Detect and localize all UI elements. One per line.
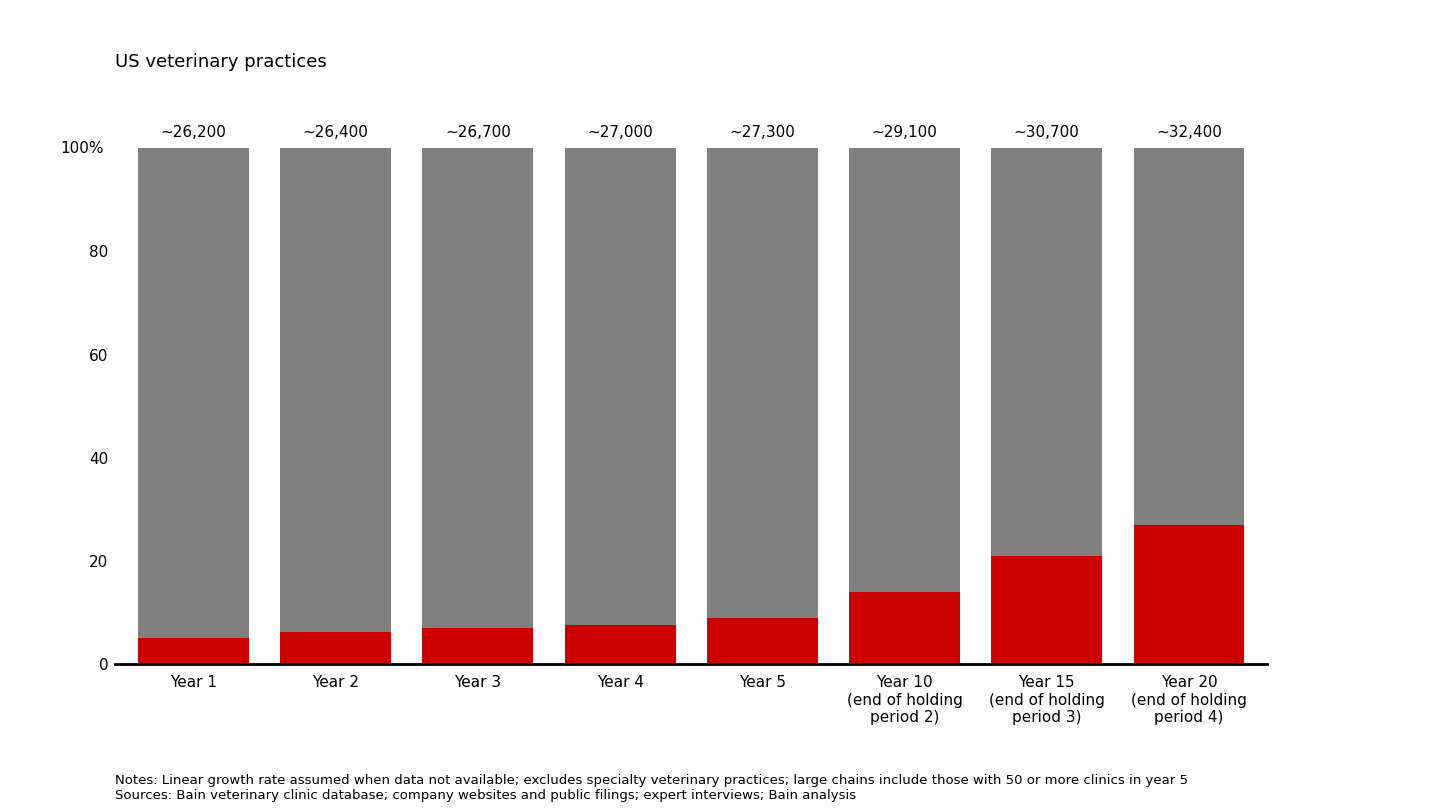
Bar	[564, 625, 675, 664]
Bar	[1133, 148, 1244, 525]
Bar	[850, 592, 960, 664]
Bar	[850, 148, 960, 592]
Bar	[991, 556, 1102, 664]
Text: Large
chains: Large chains	[1247, 579, 1292, 610]
Bar	[991, 148, 1102, 556]
Bar	[138, 148, 249, 638]
Text: US veterinary practices: US veterinary practices	[115, 53, 327, 71]
Text: ~30,700: ~30,700	[1014, 126, 1080, 140]
Bar	[138, 638, 249, 664]
Text: ~26,700: ~26,700	[445, 126, 511, 140]
Text: 100%: 100%	[60, 141, 104, 156]
Text: ~32,400: ~32,400	[1156, 126, 1223, 140]
Bar	[707, 148, 818, 618]
Text: Independent
and small
chains: Independent and small chains	[1247, 313, 1335, 360]
Text: ~29,100: ~29,100	[871, 126, 937, 140]
Text: ~27,300: ~27,300	[730, 126, 795, 140]
Text: ~26,200: ~26,200	[160, 126, 226, 140]
Bar	[1133, 525, 1244, 664]
Bar	[564, 148, 675, 625]
Bar	[281, 632, 392, 664]
Text: ~27,000: ~27,000	[588, 126, 652, 140]
Bar	[281, 148, 392, 632]
Text: ~26,400: ~26,400	[302, 126, 369, 140]
Bar	[422, 148, 533, 628]
Text: Notes: Linear growth rate assumed when data not available; excludes specialty ve: Notes: Linear growth rate assumed when d…	[115, 774, 1188, 802]
Bar	[422, 628, 533, 664]
Bar	[707, 618, 818, 664]
